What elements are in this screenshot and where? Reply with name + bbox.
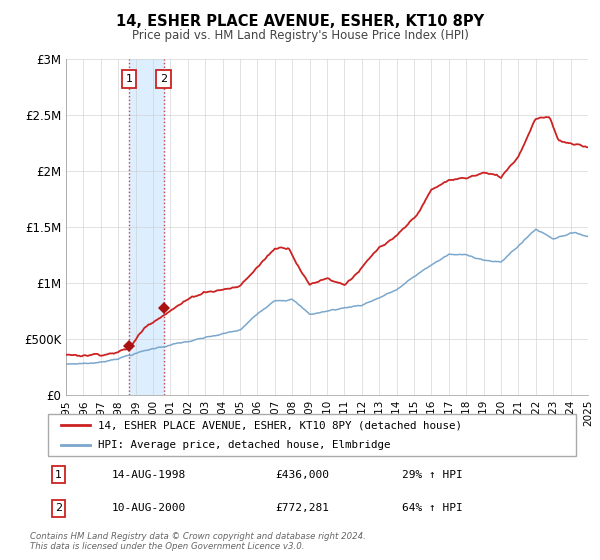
Text: 14-AUG-1998: 14-AUG-1998 [112,470,185,479]
Text: 64% ↑ HPI: 64% ↑ HPI [402,503,463,513]
Text: This data is licensed under the Open Government Licence v3.0.: This data is licensed under the Open Gov… [30,542,305,551]
Text: 14, ESHER PLACE AVENUE, ESHER, KT10 8PY: 14, ESHER PLACE AVENUE, ESHER, KT10 8PY [116,14,484,29]
Text: Price paid vs. HM Land Registry's House Price Index (HPI): Price paid vs. HM Land Registry's House … [131,29,469,42]
Text: 2: 2 [160,74,167,84]
Text: 1: 1 [55,470,62,479]
Text: £772,281: £772,281 [275,503,329,513]
Text: £436,000: £436,000 [275,470,329,479]
Text: 2: 2 [55,503,62,513]
Text: 1: 1 [125,74,133,84]
FancyBboxPatch shape [48,414,576,456]
Text: 14, ESHER PLACE AVENUE, ESHER, KT10 8PY (detached house): 14, ESHER PLACE AVENUE, ESHER, KT10 8PY … [98,421,462,430]
Text: HPI: Average price, detached house, Elmbridge: HPI: Average price, detached house, Elmb… [98,441,391,450]
Bar [129,59,164,395]
Text: 10-AUG-2000: 10-AUG-2000 [112,503,185,513]
Text: 29% ↑ HPI: 29% ↑ HPI [402,470,463,479]
Text: Contains HM Land Registry data © Crown copyright and database right 2024.: Contains HM Land Registry data © Crown c… [30,532,366,541]
